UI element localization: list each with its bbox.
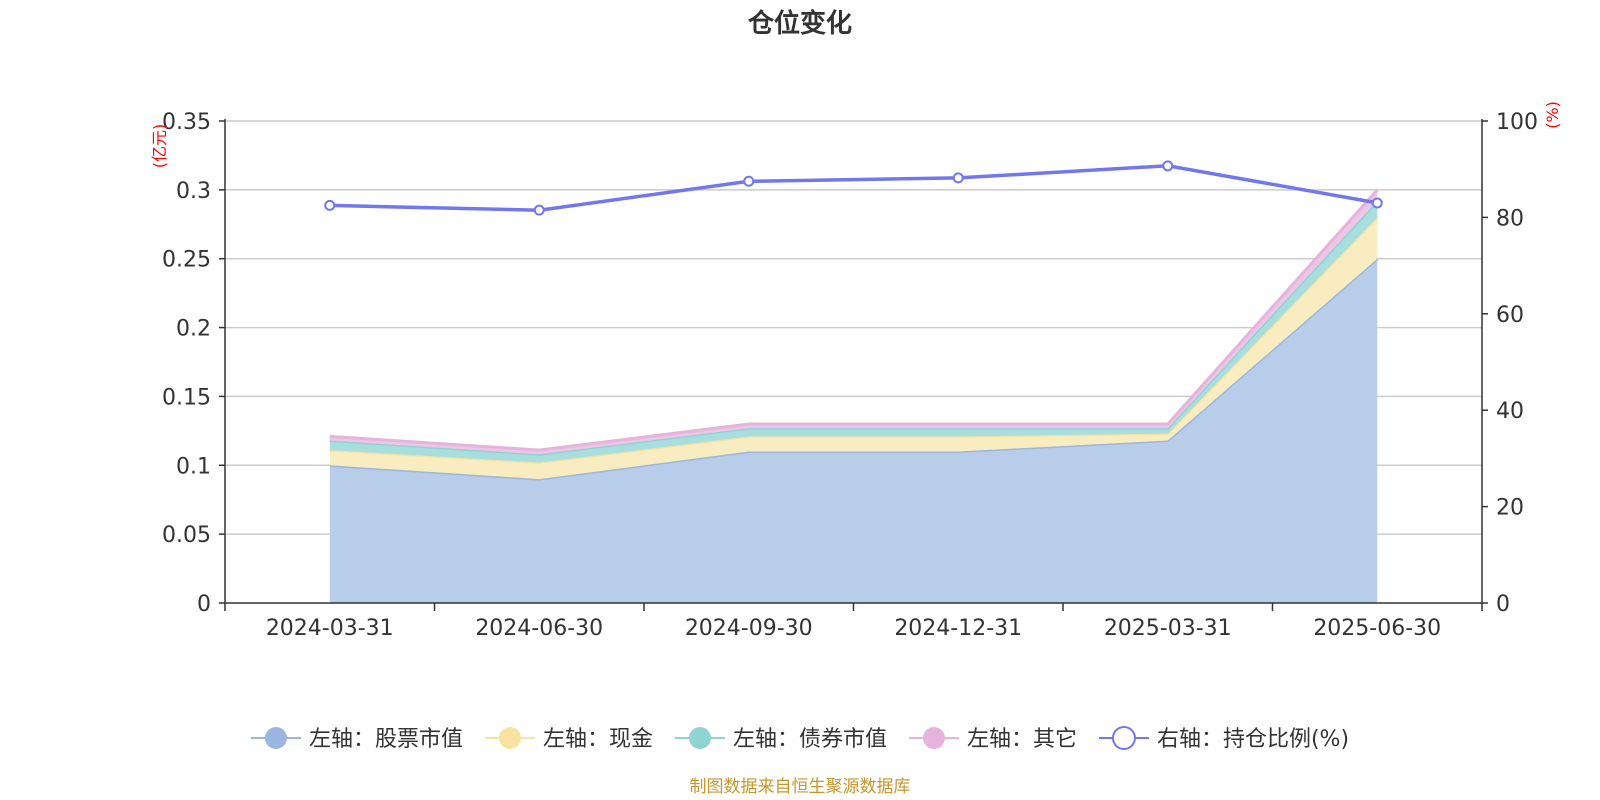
right-axis-tick-label: 20 [1496,496,1524,521]
ratio-point [324,199,336,211]
legend-swatch-marker [498,727,521,749]
x-axis-tick-label: 2024-09-30 [685,616,813,641]
legend-label: 左轴：其它 [967,727,1077,752]
ratio-point [1371,197,1383,209]
legend-item-5[interactable]: 右轴：持仓比例(%) [1098,726,1349,752]
legend-item-4[interactable]: 左轴：其它 [908,727,1077,752]
area-series-4-edge [329,188,1379,452]
right-axis-tick-label: 0 [1496,592,1510,617]
legend-label: 左轴：股票市值 [309,727,463,752]
chart-title: 仓位变化 [747,8,852,39]
legend[interactable]: 左轴：股票市值 左轴：现金 左轴：债券市值 左轴：其它 右轴：持仓比例(%) [250,726,1349,752]
x-axis-tick-label: 2025-03-31 [1104,616,1232,641]
right-axis-tick-label: 60 [1496,303,1524,328]
legend-label: 右轴：持仓比例(%) [1157,727,1349,752]
legend-swatch-marker [688,727,711,749]
left-axis-tick-label: 0.2 [176,317,211,342]
ratio-line [324,160,1383,216]
legend-item-2[interactable]: 左轴：现金 [484,727,653,752]
right-axis-tick-label: 40 [1496,399,1524,424]
left-axis-tick-label: 0.1 [176,454,211,479]
right-axis-tick-label: 100 [1496,110,1538,135]
right-axis-tick-label: 80 [1496,206,1524,231]
legend-swatch-marker [1111,726,1136,750]
x-axis-tick-label: 2024-06-30 [475,616,603,641]
x-axis-tick-label: 2024-03-31 [266,616,394,641]
left-axis-unit-label: (亿元) [150,124,169,169]
axes: 0 0.05 0.1 0.15 0.2 0.25 0.3 0.35 0 20 40 60 80 100 20… [162,110,1538,641]
area-series-1 [329,258,1378,603]
legend-item-3[interactable]: 左轴：债券市值 [674,727,887,752]
left-axis-tick-label: 0.35 [162,110,211,135]
stacked-areas [329,188,1379,603]
x-axis-tick-label: 2025-06-30 [1313,616,1441,641]
legend-swatch-marker [264,727,287,749]
left-axis-tick-label: 0.15 [162,385,211,410]
ratio-point [533,204,545,216]
ratio-point [1162,160,1174,172]
left-axis-tick-label: 0.05 [162,523,211,548]
ratio-point [952,172,964,184]
left-axis-tick-label: 0 [197,592,211,617]
right-axis-unit-label: (%) [1543,101,1562,129]
x-axis-tick-label: 2024-12-31 [894,616,1022,641]
left-axis-tick-label: 0.3 [176,179,211,204]
legend-swatch-marker [922,727,945,749]
legend-label: 左轴：债券市值 [733,727,887,752]
data-source-note: 制图数据来自恒生聚源数据库 [690,777,911,797]
legend-label: 左轴：现金 [543,727,653,752]
left-axis-tick-label: 0.25 [162,248,211,273]
ratio-point [743,175,755,187]
ratio-line-path [329,164,1378,212]
legend-item-1[interactable]: 左轴：股票市值 [250,727,463,752]
